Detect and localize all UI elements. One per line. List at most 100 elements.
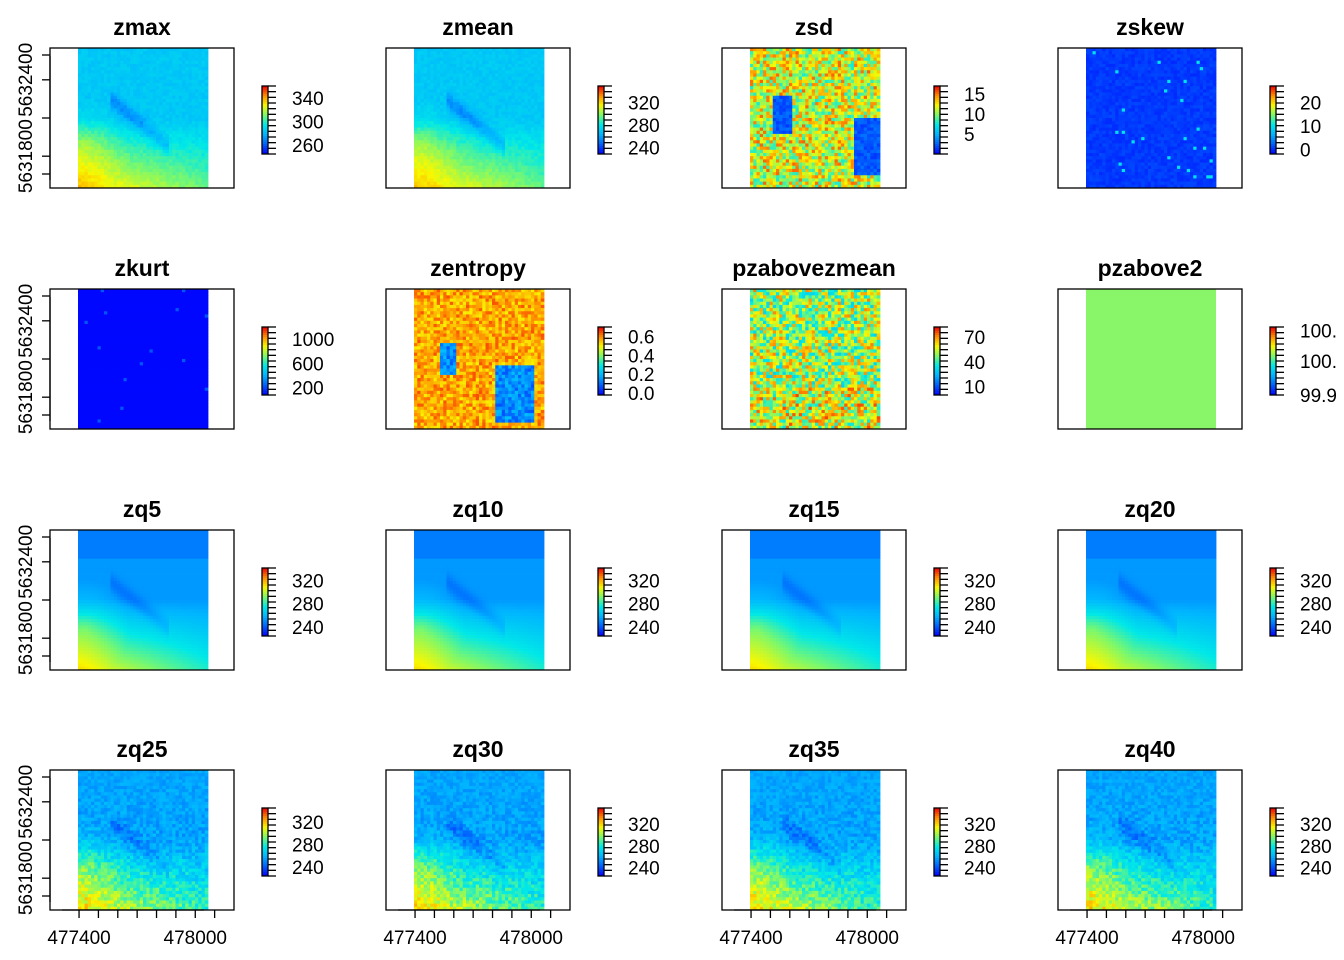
raster-cell	[143, 147, 147, 151]
raster-cell	[143, 83, 147, 87]
raster-cell	[831, 86, 835, 90]
raster-cell	[453, 93, 457, 97]
raster-cell	[88, 169, 92, 173]
raster-cell	[460, 121, 464, 125]
raster-cell	[137, 89, 141, 93]
raster-cell	[805, 54, 809, 58]
raster-cell	[799, 140, 803, 144]
raster-cell	[505, 124, 509, 128]
raster-cell	[841, 61, 845, 65]
raster-cell	[525, 131, 529, 135]
raster-cell	[518, 143, 522, 147]
raster-cell	[172, 51, 176, 55]
raster-cell	[492, 137, 496, 141]
raster-cell	[453, 175, 457, 179]
raster-cell	[512, 153, 516, 157]
raster-cell	[88, 159, 92, 163]
raster-cell	[528, 80, 532, 84]
raster-cell	[159, 163, 163, 167]
raster-cell	[159, 118, 163, 122]
raster-cell	[450, 159, 454, 163]
raster-cell	[492, 86, 496, 90]
raster-cell	[114, 163, 118, 167]
raster-cell	[81, 134, 85, 138]
raster-cell	[176, 96, 180, 100]
raster-cell	[508, 108, 512, 112]
raster-cell	[430, 99, 434, 103]
raster-cell	[437, 105, 441, 109]
raster-cell	[492, 108, 496, 112]
raster-cell	[492, 121, 496, 125]
raster-cell	[202, 124, 206, 128]
raster-cell	[828, 150, 832, 154]
raster-cell	[447, 80, 451, 84]
raster-cell	[169, 105, 173, 109]
raster-cell	[854, 61, 858, 65]
raster-cell	[750, 58, 754, 62]
raster-cell	[796, 54, 800, 58]
raster-cell	[427, 153, 431, 157]
raster-cell	[417, 134, 421, 138]
raster-cell	[94, 121, 98, 125]
raster-cell	[137, 159, 141, 163]
raster-cell	[867, 86, 871, 90]
raster-cell	[838, 153, 842, 157]
raster-cell	[133, 172, 137, 176]
raster-cell	[111, 153, 115, 157]
raster-cell	[779, 77, 783, 81]
raster-cell	[447, 143, 451, 147]
raster-cell	[179, 115, 183, 119]
raster-cell	[796, 83, 800, 87]
raster-cell	[146, 156, 150, 160]
raster-cell	[453, 118, 457, 122]
raster-cell	[770, 124, 774, 128]
raster-cell	[489, 178, 493, 182]
raster-cell	[541, 137, 545, 141]
raster-cell	[822, 121, 826, 125]
raster-cell	[81, 61, 85, 65]
raster-cell	[495, 169, 499, 173]
raster-cell	[854, 108, 858, 112]
raster-cell	[870, 124, 874, 128]
raster-cell	[473, 61, 477, 65]
raster-cell	[861, 102, 865, 106]
raster-cell	[528, 93, 532, 97]
raster-cell	[159, 102, 163, 106]
raster-cell	[417, 77, 421, 81]
raster-cell	[867, 153, 871, 157]
raster-cell	[120, 99, 124, 103]
raster-cell	[453, 128, 457, 132]
raster-cell	[877, 102, 881, 106]
raster-cell	[94, 140, 98, 144]
raster-cell	[508, 156, 512, 160]
raster-cell	[137, 70, 141, 74]
raster-cell	[766, 102, 770, 106]
raster-cell	[421, 80, 425, 84]
raster-cell	[763, 137, 767, 141]
raster-cell	[476, 102, 480, 106]
raster-cell	[159, 99, 163, 103]
raster-cell	[534, 121, 538, 125]
raster-cell	[508, 58, 512, 62]
raster-cell	[94, 86, 98, 90]
raster-cell	[153, 77, 157, 81]
raster-cell	[841, 93, 845, 97]
raster-cell	[189, 175, 193, 179]
raster-cell	[156, 99, 160, 103]
raster-cell	[202, 89, 206, 93]
raster-cell	[81, 83, 85, 87]
raster-cell	[120, 118, 124, 122]
raster-cell	[185, 163, 189, 167]
raster-cell	[528, 54, 532, 58]
raster-cell	[427, 131, 431, 135]
raster-cell	[440, 143, 444, 147]
raster-cell	[831, 58, 835, 62]
raster-cell	[763, 105, 767, 109]
raster-cell	[179, 83, 183, 87]
raster-cell	[541, 108, 545, 112]
raster-cell	[495, 54, 499, 58]
raster-cell	[453, 105, 457, 109]
raster-cell	[479, 118, 483, 122]
raster-cell	[130, 175, 134, 179]
raster-cell	[857, 137, 861, 141]
